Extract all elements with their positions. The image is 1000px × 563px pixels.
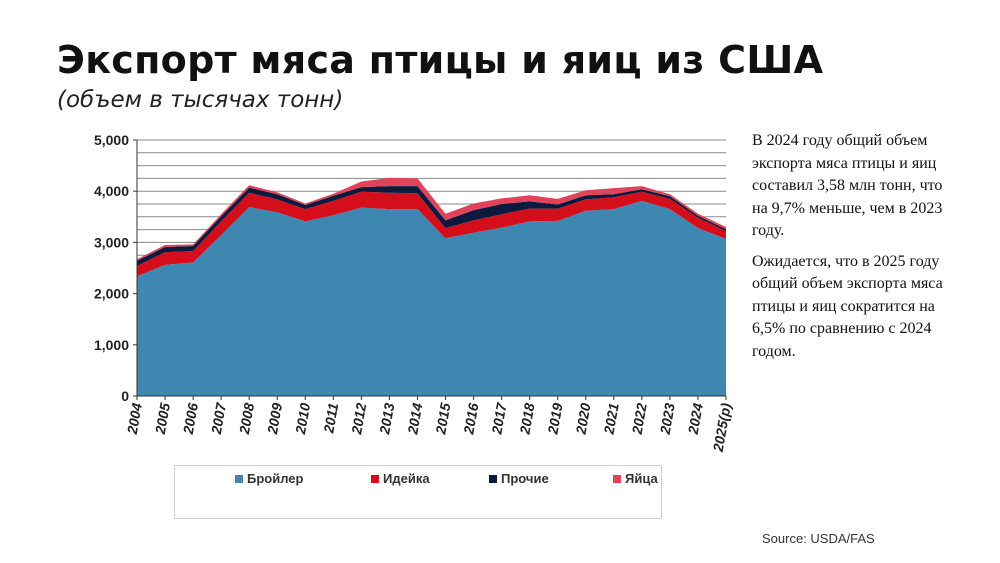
y-tick-label: 2,000 bbox=[94, 286, 129, 302]
x-tick-label: 2021 bbox=[600, 402, 621, 437]
x-tick-label: 2008 bbox=[236, 402, 257, 437]
legend-swatch-turkey bbox=[371, 474, 379, 483]
legend-item-broiler: Бройлер bbox=[235, 471, 303, 486]
y-tick-label: 4,000 bbox=[94, 183, 129, 199]
legend-item-other: Прочие bbox=[489, 471, 549, 486]
x-tick-label: 2018 bbox=[516, 402, 537, 437]
x-tick-label: 2017 bbox=[488, 401, 510, 437]
legend-label-eggs: Яйца bbox=[625, 471, 658, 486]
x-tick-label: 2010 bbox=[292, 402, 313, 437]
source-note: Source: USDA/FAS bbox=[762, 531, 875, 546]
page-subtitle: (объем в тысячах тонн) bbox=[57, 87, 344, 113]
x-tick-label: 2004 bbox=[124, 402, 145, 437]
chart-legend: Бройлер Идейка Прочие Яйца bbox=[174, 465, 662, 519]
commentary-paragraph-2024: В 2024 году общий объем экспорта мяса пт… bbox=[752, 132, 943, 239]
x-tick-label: 2020 bbox=[572, 402, 593, 437]
x-tick-label: 2015 bbox=[432, 402, 453, 437]
x-tick-label: 2006 bbox=[180, 402, 201, 437]
x-tick-label: 2007 bbox=[208, 401, 230, 437]
x-tick-label: 2016 bbox=[460, 402, 481, 437]
legend-label-other: Прочие bbox=[501, 471, 549, 486]
x-tick-label: 2011 bbox=[320, 402, 341, 436]
legend-label-broiler: Бройлер bbox=[247, 471, 304, 486]
x-tick-label: 2013 bbox=[376, 402, 397, 437]
legend-swatch-eggs bbox=[613, 474, 621, 483]
area-series bbox=[137, 177, 726, 396]
x-tick-label: 2025(p) bbox=[710, 401, 735, 453]
legend-swatch-other bbox=[489, 474, 497, 483]
x-tick-label: 2022 bbox=[628, 402, 649, 437]
x-tick-label: 2023 bbox=[657, 402, 678, 437]
legend-swatch-broiler bbox=[235, 474, 243, 483]
area-broiler bbox=[137, 200, 726, 396]
x-tick-label: 2024 bbox=[685, 402, 706, 437]
commentary-paragraph-2025: Ожидается, что в 2025 году общий объем э… bbox=[752, 252, 943, 360]
legend-item-eggs: Яйца bbox=[613, 471, 658, 486]
y-tick-label: 5,000 bbox=[94, 132, 129, 148]
legend-label-turkey: Идейка bbox=[383, 471, 430, 486]
x-tick-label: 2019 bbox=[544, 402, 565, 437]
page-title: Экспорт мяса птицы и яиц из США bbox=[57, 38, 824, 82]
x-tick-label: 2014 bbox=[404, 402, 425, 437]
y-tick-label: 0 bbox=[121, 388, 129, 404]
commentary: В 2024 году общий объем экспорта мяса пт… bbox=[752, 130, 962, 371]
x-tick-label: 2009 bbox=[264, 402, 285, 437]
y-tick-labels: 0 1,000 2,000 3,000 4,000 5,000 bbox=[94, 132, 129, 404]
legend-item-turkey: Идейка bbox=[371, 471, 430, 486]
area-turkey bbox=[137, 191, 726, 277]
x-tick-label: 2005 bbox=[152, 402, 173, 437]
x-tick-label: 2012 bbox=[348, 402, 369, 437]
y-tick-label: 3,000 bbox=[94, 234, 129, 250]
axes bbox=[133, 139, 727, 400]
x-tick-labels: 2004 2005 2006 2007 2008 2009 2010 2011 2012 2013… bbox=[124, 401, 734, 454]
y-tick-label: 1,000 bbox=[94, 337, 129, 353]
